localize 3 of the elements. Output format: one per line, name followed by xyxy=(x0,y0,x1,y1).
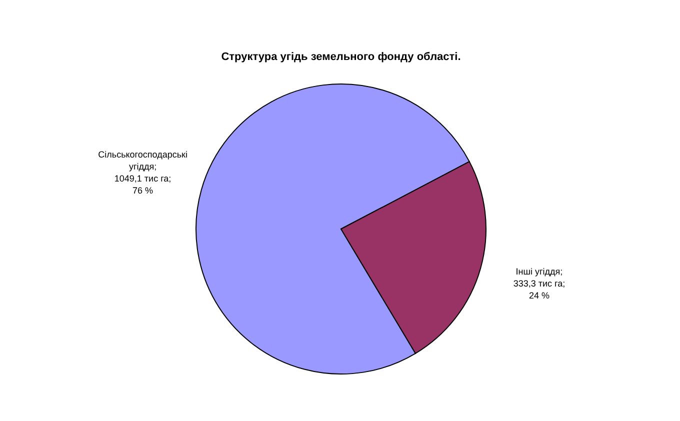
slice-label: Сільськогосподарські угіддя; 1049,1 тис га; 76 % xyxy=(98,150,188,196)
chart-title: Структура угідь земельного фонду області. xyxy=(221,51,461,63)
slice-label: Інші угіддя; 333,3 тис га; 24 % xyxy=(513,267,566,302)
